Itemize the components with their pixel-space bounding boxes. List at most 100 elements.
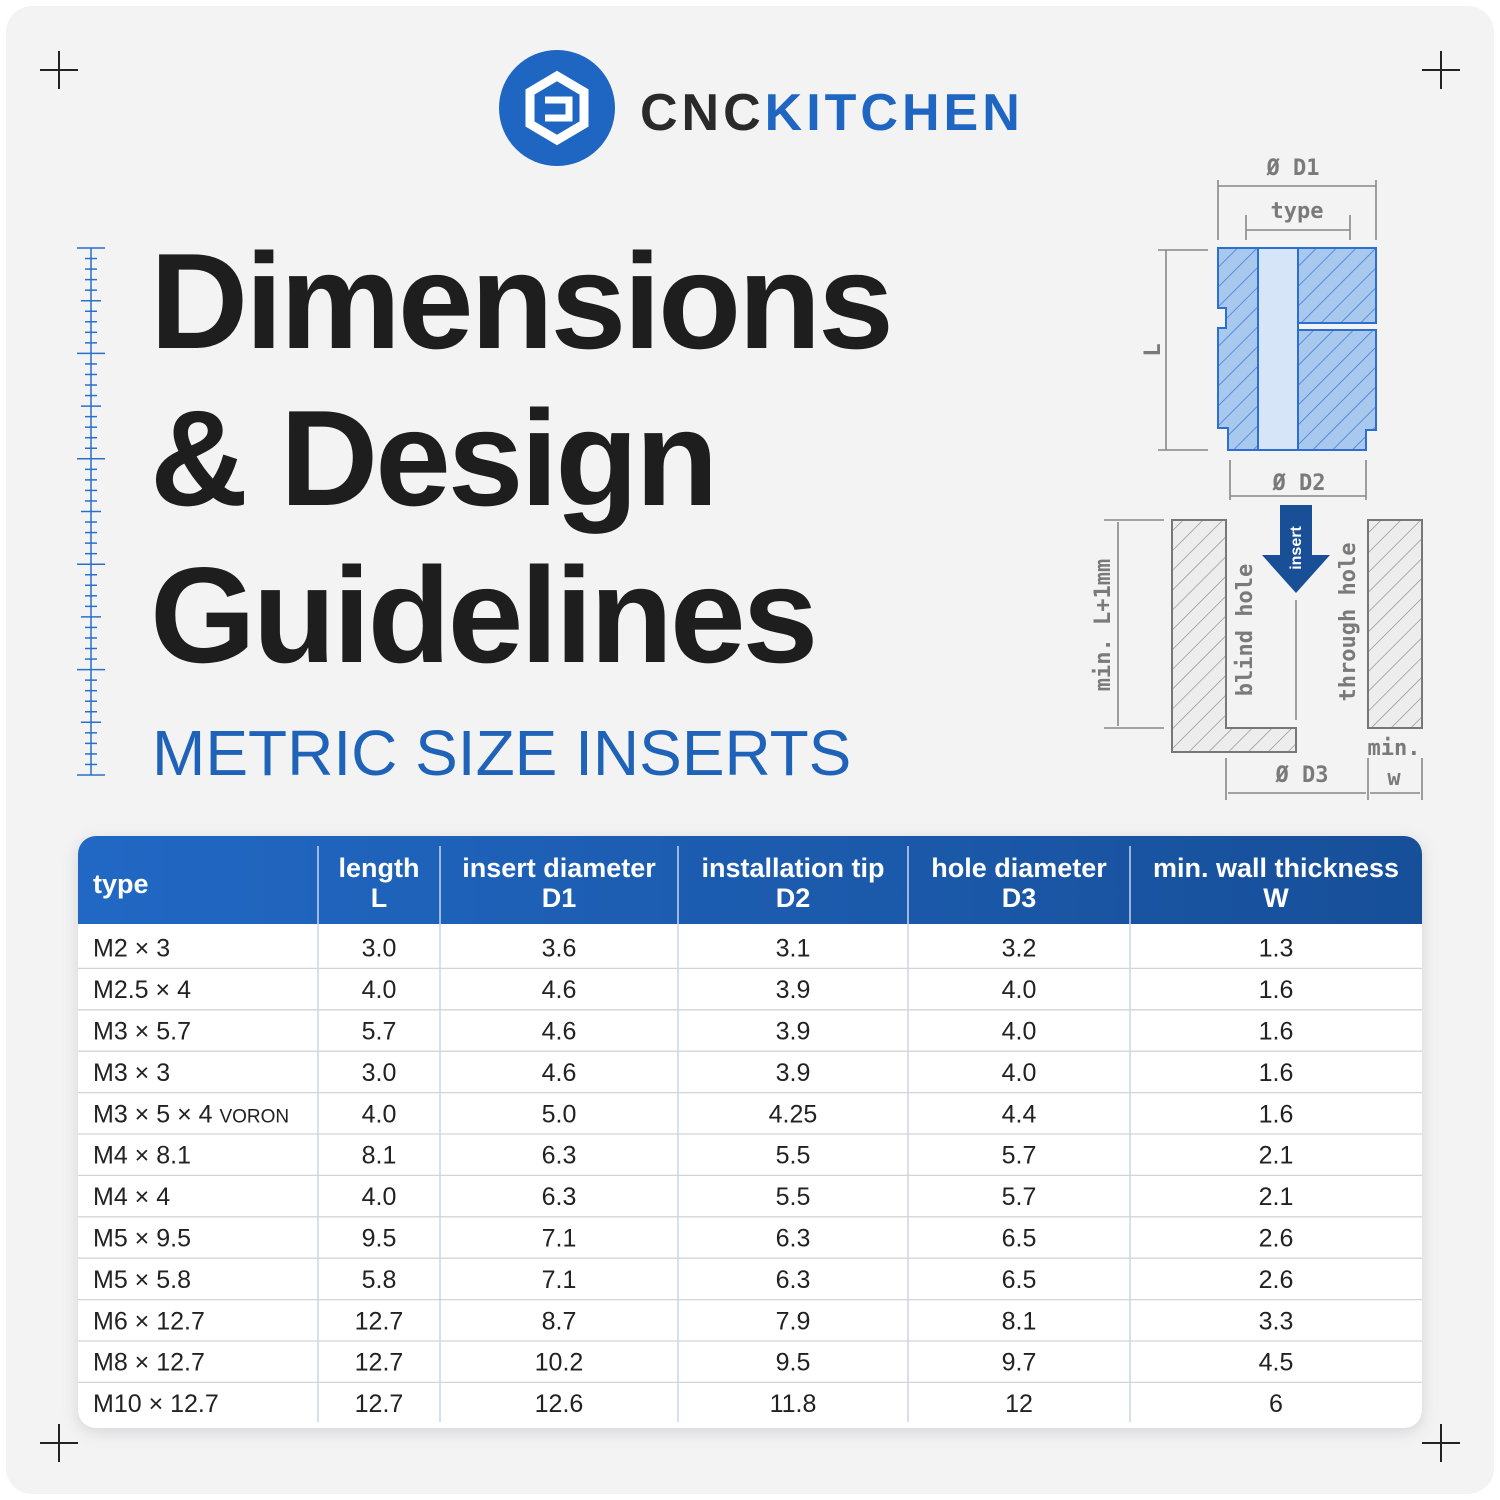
value-cell: 12.6 — [535, 1390, 584, 1418]
value-cell: 4.6 — [542, 976, 577, 1004]
title-line: Guidelines — [150, 539, 815, 691]
value-cell: 4.4 — [1002, 1100, 1037, 1128]
value-cell: 4.6 — [542, 1059, 577, 1087]
value-cell: 12.7 — [355, 1390, 404, 1418]
label: through hole — [1336, 543, 1361, 702]
value-cell: 7.1 — [542, 1225, 577, 1253]
column-header: hole diameter — [931, 853, 1107, 883]
subtitle: METRIC SIZE INSERTS — [152, 717, 851, 789]
value-cell: 3.0 — [362, 935, 397, 963]
type-name: M2.5 × 4 — [93, 976, 191, 1004]
label: type — [1271, 199, 1324, 224]
value-cell: 5.7 — [1002, 1183, 1037, 1211]
label: min. — [1368, 736, 1421, 761]
type-cell: M6 × 12.7 — [93, 1307, 205, 1335]
brand-a: CNC — [640, 84, 765, 142]
value-cell: 5.7 — [1002, 1142, 1037, 1170]
label: insert — [1288, 526, 1305, 570]
value-cell: 5.0 — [542, 1100, 577, 1128]
column-header: length — [339, 853, 420, 883]
value-cell: 3.3 — [1259, 1307, 1294, 1335]
type-name: M5 × 9.5 — [93, 1225, 191, 1253]
value-cell: 6.5 — [1002, 1225, 1037, 1253]
value-cell: 6.3 — [776, 1225, 811, 1253]
type-cell: M4 × 4 — [93, 1183, 170, 1211]
value-cell: 4.0 — [1002, 1059, 1037, 1087]
value-cell: 2.6 — [1259, 1266, 1294, 1294]
value-cell: 1.6 — [1259, 1059, 1294, 1087]
value-cell: 2.1 — [1259, 1142, 1294, 1170]
brand: CNCKITCHEN — [640, 84, 1024, 142]
label: w — [1387, 766, 1401, 791]
value-cell: 8.1 — [1002, 1307, 1037, 1335]
value-cell: 5.7 — [362, 1018, 397, 1046]
column-header: installation tip — [701, 853, 884, 883]
column-header-sub: L — [371, 883, 388, 913]
value-cell: 1.3 — [1259, 935, 1294, 963]
value-cell: 10.2 — [535, 1349, 584, 1377]
value-cell: 12.7 — [355, 1349, 404, 1377]
value-cell: 1.6 — [1259, 1018, 1294, 1046]
type-cell: M10 × 12.7 — [93, 1390, 219, 1418]
value-cell: 3.9 — [776, 976, 811, 1004]
value-cell: 8.7 — [542, 1307, 577, 1335]
type-cell: M8 × 12.7 — [93, 1349, 205, 1377]
title-line: & Design — [150, 382, 715, 534]
value-cell: 4.0 — [1002, 1018, 1037, 1046]
value-cell: 4.0 — [362, 976, 397, 1004]
value-cell: 3.9 — [776, 1059, 811, 1087]
type-cell: M3 × 5 × 4 VORON — [93, 1100, 289, 1128]
value-cell: 6 — [1269, 1390, 1283, 1418]
value-cell: 9.5 — [776, 1349, 811, 1377]
value-cell: 3.0 — [362, 1059, 397, 1087]
title: Dimensions & Design Guidelines — [150, 225, 894, 691]
value-cell: 7.9 — [776, 1307, 811, 1335]
value-cell: 6.3 — [542, 1142, 577, 1170]
ruler — [77, 247, 105, 776]
value-cell: 7.1 — [542, 1266, 577, 1294]
type-cell: M2 × 3 — [93, 935, 170, 963]
brand-b: KITCHEN — [765, 84, 1024, 142]
title-line: Dimensions — [150, 225, 891, 377]
value-cell: 3.2 — [1002, 935, 1037, 963]
type-name: M5 × 5.8 — [93, 1266, 191, 1294]
value-cell: 8.1 — [362, 1142, 397, 1170]
label: Ø D2 — [1272, 471, 1326, 496]
value-cell: 11.8 — [770, 1390, 817, 1418]
logo: CNCKITCHEN — [499, 50, 1024, 166]
type-name: M10 × 12.7 — [93, 1390, 219, 1418]
label: Ø D3 — [1275, 763, 1329, 788]
value-cell: 4.25 — [769, 1100, 818, 1128]
type-cell: M5 × 5.8 — [93, 1266, 191, 1294]
type-name: M3 × 5.7 — [93, 1018, 191, 1046]
column-header: min. wall thickness — [1153, 853, 1399, 883]
value-cell: 4.0 — [1002, 976, 1037, 1004]
value-cell: 6.3 — [542, 1183, 577, 1211]
value-cell: 2.6 — [1259, 1225, 1294, 1253]
type-name: M4 × 4 — [93, 1183, 170, 1211]
corner-marks — [40, 51, 1460, 1462]
value-cell: 9.7 — [1002, 1349, 1037, 1377]
value-cell: 1.6 — [1259, 1100, 1294, 1128]
column-header-sub: D3 — [1002, 883, 1037, 913]
value-cell: 12 — [1005, 1390, 1033, 1418]
label: min. L+1mm — [1091, 559, 1116, 691]
value-cell: 4.0 — [362, 1100, 397, 1128]
type-name: M3 × 3 — [93, 1059, 170, 1087]
value-cell: 9.5 — [362, 1225, 397, 1253]
value-cell: 2.1 — [1259, 1183, 1294, 1211]
value-cell: 6.3 — [776, 1266, 811, 1294]
value-cell: 3.6 — [542, 935, 577, 963]
type-cell: M3 × 3 — [93, 1059, 170, 1087]
value-cell: 4.6 — [542, 1018, 577, 1046]
column-header-sub: D1 — [542, 883, 577, 913]
label: blind hole — [1233, 564, 1258, 696]
type-name: M4 × 8.1 — [93, 1142, 191, 1170]
type-name: M3 × 5 × 4 — [93, 1100, 213, 1128]
type-cell: M2.5 × 4 — [93, 976, 191, 1004]
value-cell: 5.5 — [776, 1183, 811, 1211]
value-cell: 4.5 — [1259, 1349, 1294, 1377]
